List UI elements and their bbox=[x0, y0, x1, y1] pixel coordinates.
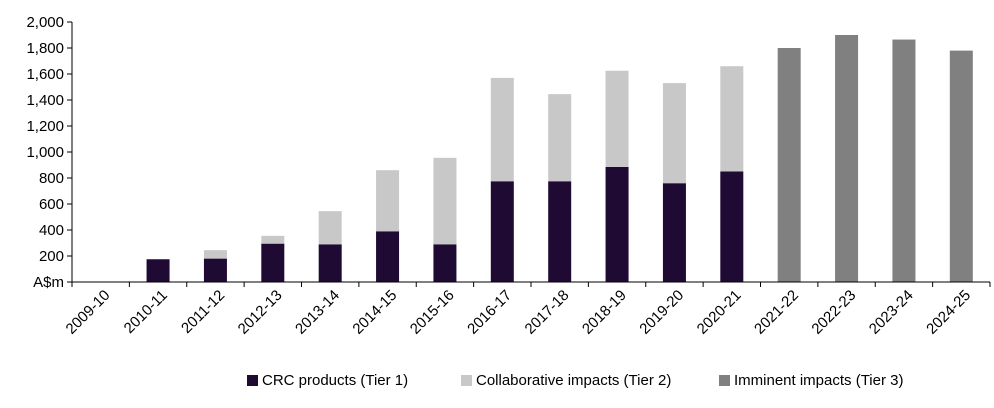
bar-segment-tier-3 bbox=[892, 39, 916, 282]
bar-segment-tier-1 bbox=[433, 244, 457, 282]
x-tick-label: 2016-17 bbox=[464, 287, 515, 338]
bar-segment-tier-1 bbox=[548, 181, 572, 282]
y-tick-label: 1,800 bbox=[26, 40, 64, 57]
bar-segment-tier-2 bbox=[548, 94, 572, 182]
x-tick-label: 2017-18 bbox=[522, 287, 573, 338]
bar-segment-tier-1 bbox=[605, 166, 629, 282]
x-tick-label: 2010-11 bbox=[121, 287, 171, 337]
bar-segment-tier-2 bbox=[490, 77, 514, 182]
x-tick-label: 2021-22 bbox=[751, 287, 802, 338]
bar-segment-tier-3 bbox=[835, 35, 859, 282]
y-tick-label: 1,000 bbox=[26, 144, 64, 161]
x-tick-label: 2012-13 bbox=[235, 287, 286, 338]
y-tick-label: 200 bbox=[39, 248, 64, 265]
bars bbox=[146, 35, 973, 282]
bar-segment-tier-2 bbox=[203, 250, 227, 259]
x-tick-label: 2009-10 bbox=[63, 287, 114, 338]
bar-segment-tier-1 bbox=[376, 231, 400, 282]
bar-segment-tier-3 bbox=[949, 50, 973, 282]
y-tick-label: 600 bbox=[39, 196, 64, 213]
legend-entry-label: Imminent impacts (Tier 3) bbox=[734, 372, 903, 389]
y-tick-label: 1,600 bbox=[26, 66, 64, 83]
x-tick-label: 2013-14 bbox=[292, 287, 343, 338]
bar-segment-tier-2 bbox=[605, 70, 629, 167]
x-tick-label: 2023-24 bbox=[866, 287, 917, 338]
legend-swatch bbox=[461, 375, 472, 386]
bar-segment-tier-2 bbox=[261, 235, 285, 244]
x-tick-label: 2020-21 bbox=[694, 287, 745, 338]
legend-swatch bbox=[247, 375, 258, 386]
bar-segment-tier-1 bbox=[662, 183, 686, 282]
bar-segment-tier-1 bbox=[318, 244, 342, 282]
bar-segment-tier-1 bbox=[490, 181, 514, 282]
bar-segment-tier-2 bbox=[433, 157, 457, 245]
bar-segment-tier-1 bbox=[261, 243, 285, 282]
x-tick-label: 2014-15 bbox=[349, 287, 400, 338]
y-axis: A$m 200 400 600 800 1,000 1,200 1,400 1,600 1,800… bbox=[26, 14, 73, 291]
bar-segment-tier-2 bbox=[720, 66, 744, 172]
x-axis: 2009-10 2010-11 2011-12 2012-13 2013-14 2014-… bbox=[63, 281, 991, 338]
legend-swatch bbox=[719, 375, 730, 386]
bar-segment-tier-2 bbox=[662, 83, 686, 184]
x-tick-label: 2024-25 bbox=[923, 287, 974, 338]
bar-segment-tier-3 bbox=[777, 48, 801, 282]
x-tick-label: 2018-19 bbox=[579, 287, 630, 338]
y-tick-label: 1,400 bbox=[26, 92, 64, 109]
bar-segment-tier-1 bbox=[720, 171, 744, 282]
y-tick-label: 1,200 bbox=[26, 118, 64, 135]
bar-segment-tier-2 bbox=[376, 170, 400, 232]
bar-segment-tier-2 bbox=[318, 211, 342, 245]
y-tick-label: 800 bbox=[39, 170, 64, 187]
x-tick-label: 2015-16 bbox=[407, 287, 458, 338]
x-tick-label: 2022-23 bbox=[808, 287, 859, 338]
bar-segment-tier-1 bbox=[146, 259, 170, 282]
x-tick-label: 2011-12 bbox=[178, 287, 228, 337]
y-tick-label: 2,000 bbox=[26, 14, 64, 31]
y-tick-label: A$m bbox=[33, 274, 64, 291]
legend-entry-label: CRC products (Tier 1) bbox=[262, 372, 408, 389]
x-tick-label: 2019-20 bbox=[636, 287, 687, 338]
legend-entry-label: Collaborative impacts (Tier 2) bbox=[476, 372, 671, 389]
bar-segment-tier-1 bbox=[203, 258, 227, 282]
legend: CRC products (Tier 1) Collaborative impac… bbox=[247, 372, 903, 389]
y-tick-label: 400 bbox=[39, 222, 64, 239]
